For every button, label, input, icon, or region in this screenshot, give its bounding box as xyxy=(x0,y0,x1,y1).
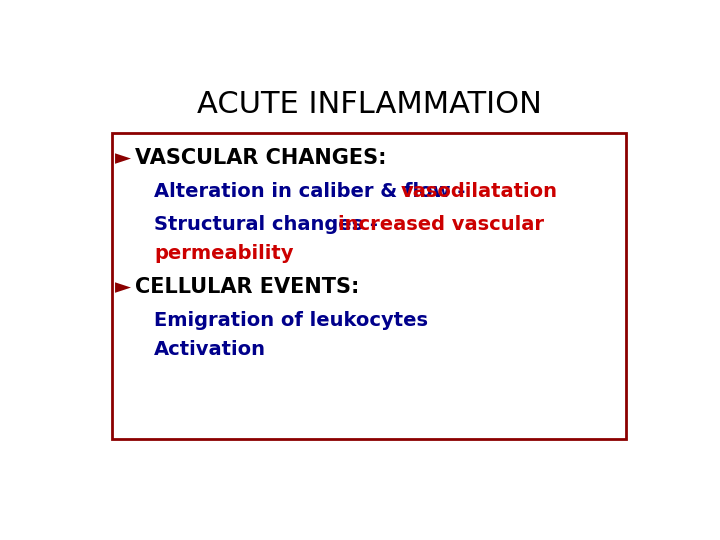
Text: Activation: Activation xyxy=(154,340,266,359)
Text: increased vascular: increased vascular xyxy=(338,215,544,234)
Text: Emigration of leukocytes: Emigration of leukocytes xyxy=(154,311,428,330)
Text: Structural changes -: Structural changes - xyxy=(154,215,392,234)
Text: VASCULAR CHANGES:: VASCULAR CHANGES: xyxy=(135,148,386,168)
Text: permeability: permeability xyxy=(154,245,294,264)
Text: CELLULAR EVENTS:: CELLULAR EVENTS: xyxy=(135,277,359,297)
Text: ACUTE INFLAMMATION: ACUTE INFLAMMATION xyxy=(197,90,541,119)
Text: vasodilatation: vasodilatation xyxy=(401,182,558,201)
Text: ►: ► xyxy=(115,277,131,297)
Text: ►: ► xyxy=(115,148,131,168)
FancyBboxPatch shape xyxy=(112,133,626,439)
Text: Alteration in caliber & flow -: Alteration in caliber & flow - xyxy=(154,182,472,201)
